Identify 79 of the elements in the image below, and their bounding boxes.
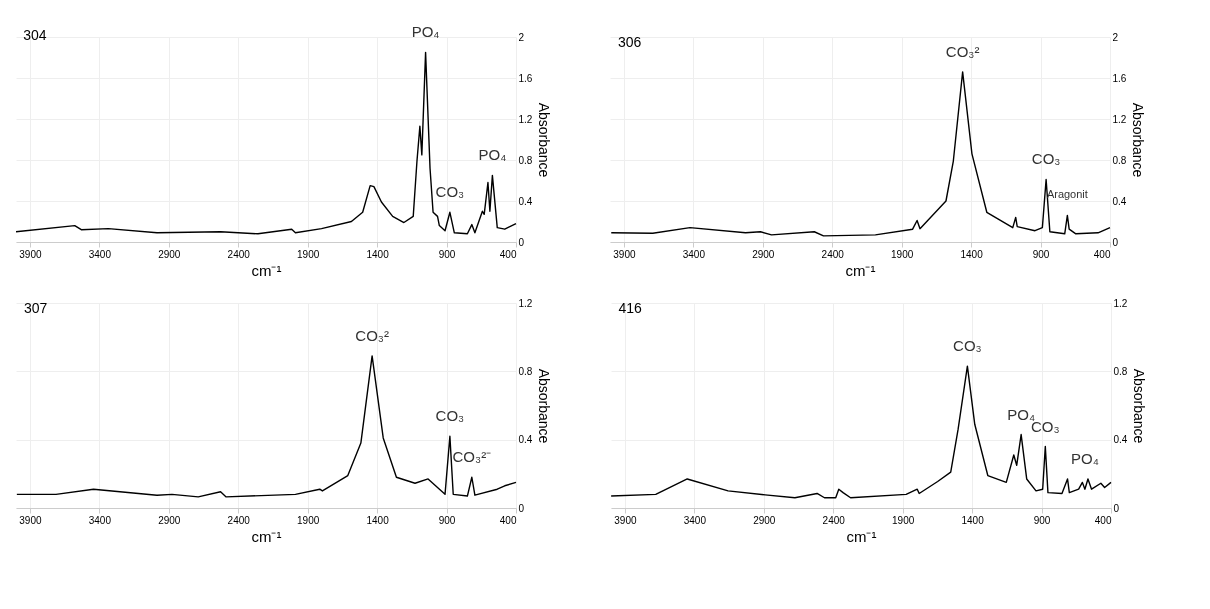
y-tick-label: 0	[1113, 502, 1120, 514]
x-tick-label: 3900	[19, 514, 42, 526]
x-axis-title: cm⁻¹	[846, 527, 877, 545]
x-tick-label: 900	[438, 514, 456, 526]
y-tick-label: 0.4	[518, 195, 533, 207]
y-tick-label: 0	[518, 502, 525, 514]
annotation: PO₄	[1007, 405, 1036, 423]
x-tick-label: 2400	[822, 514, 846, 526]
x-tick-label: 1400	[961, 514, 985, 526]
line-series	[610, 71, 1111, 237]
x-tick-label: 2900	[158, 514, 181, 526]
x-tick-label: 3900	[613, 248, 636, 260]
y-tick-label: 0.4	[518, 434, 533, 446]
y-tick-label: 1.2	[518, 297, 533, 309]
y-axis-title: Absorbance	[1131, 368, 1148, 444]
y-tick-label: 0	[1112, 236, 1119, 248]
y-tick-label: 1.2	[1112, 113, 1127, 125]
x-tick-label: 1900	[891, 248, 914, 260]
x-tick-label: 3900	[614, 514, 637, 526]
chart-title: 416	[618, 300, 643, 316]
x-axis-title: cm⁻¹	[251, 261, 282, 279]
x-axis-title: cm⁻¹	[251, 527, 282, 545]
x-tick-label: 1900	[892, 514, 915, 526]
x-tick-label: 1400	[366, 248, 390, 260]
x-tick-label: 3400	[683, 514, 707, 526]
annotation: CO₃²	[355, 326, 389, 344]
y-tick-label: 0.8	[518, 154, 533, 166]
y-tick-label: 2	[518, 31, 525, 43]
annotation: PO₄	[478, 146, 507, 164]
x-tick-label: 400	[499, 514, 517, 526]
y-tick-label: 1.2	[1113, 297, 1128, 309]
x-tick-label: 400	[1093, 248, 1111, 260]
y-axis-title: Absorbance	[1130, 102, 1147, 178]
x-tick-label: 900	[438, 248, 456, 260]
x-tick-label: 900	[1032, 248, 1050, 260]
y-axis-title: Absorbance	[536, 102, 553, 178]
y-tick-label: 1.6	[518, 72, 533, 84]
x-tick-label: 2900	[752, 248, 775, 260]
line-series	[16, 355, 517, 498]
x-tick-label: 400	[1094, 514, 1112, 526]
x-tick-label: 900	[1033, 514, 1051, 526]
chart-title: 306	[618, 34, 642, 50]
chart-title: 307	[24, 300, 48, 316]
annotation: PO₄	[411, 23, 440, 41]
x-tick-label: 2400	[227, 514, 251, 526]
annotation: CO₃	[435, 183, 465, 201]
x-tick-label: 1900	[297, 514, 320, 526]
line-series	[610, 365, 1112, 499]
y-tick-label: 0	[518, 236, 525, 248]
y-tick-label: 0.8	[1112, 154, 1127, 166]
y-tick-label: 0.8	[518, 365, 533, 377]
x-tick-label: 1400	[366, 514, 390, 526]
y-tick-label: 0.4	[1113, 434, 1128, 446]
y-tick-label: 2	[1112, 31, 1119, 43]
x-tick-label: 1900	[297, 248, 320, 260]
line-series	[15, 51, 517, 235]
y-tick-label: 0.8	[1113, 365, 1128, 377]
x-tick-label: 3400	[88, 248, 112, 260]
y-tick-label: 1.6	[1112, 72, 1127, 84]
chart-title: 304	[23, 27, 47, 44]
x-tick-label: 3400	[88, 514, 112, 526]
annotation: CO₃	[953, 337, 982, 355]
x-tick-label: 400	[499, 248, 517, 260]
annotation: PO₄	[1070, 449, 1099, 467]
x-tick-label: 2400	[227, 248, 251, 260]
x-tick-label: 2900	[158, 248, 181, 260]
annotation: CO₃	[435, 407, 465, 425]
x-tick-label: 2400	[821, 248, 845, 260]
x-tick-label: 3400	[682, 248, 706, 260]
annotation: CO₃²	[945, 42, 980, 60]
x-tick-label: 2900	[753, 514, 776, 526]
annotation: CO₃	[1031, 150, 1061, 168]
y-tick-label: 0.4	[1112, 195, 1127, 207]
y-tick-label: 1.2	[518, 113, 533, 125]
annotation: CO₃²⁻	[452, 448, 492, 466]
x-axis-title: cm⁻¹	[845, 261, 876, 279]
y-axis-title: Absorbance	[536, 368, 553, 444]
x-tick-label: 1400	[960, 248, 984, 260]
x-tick-label: 3900	[19, 248, 42, 260]
